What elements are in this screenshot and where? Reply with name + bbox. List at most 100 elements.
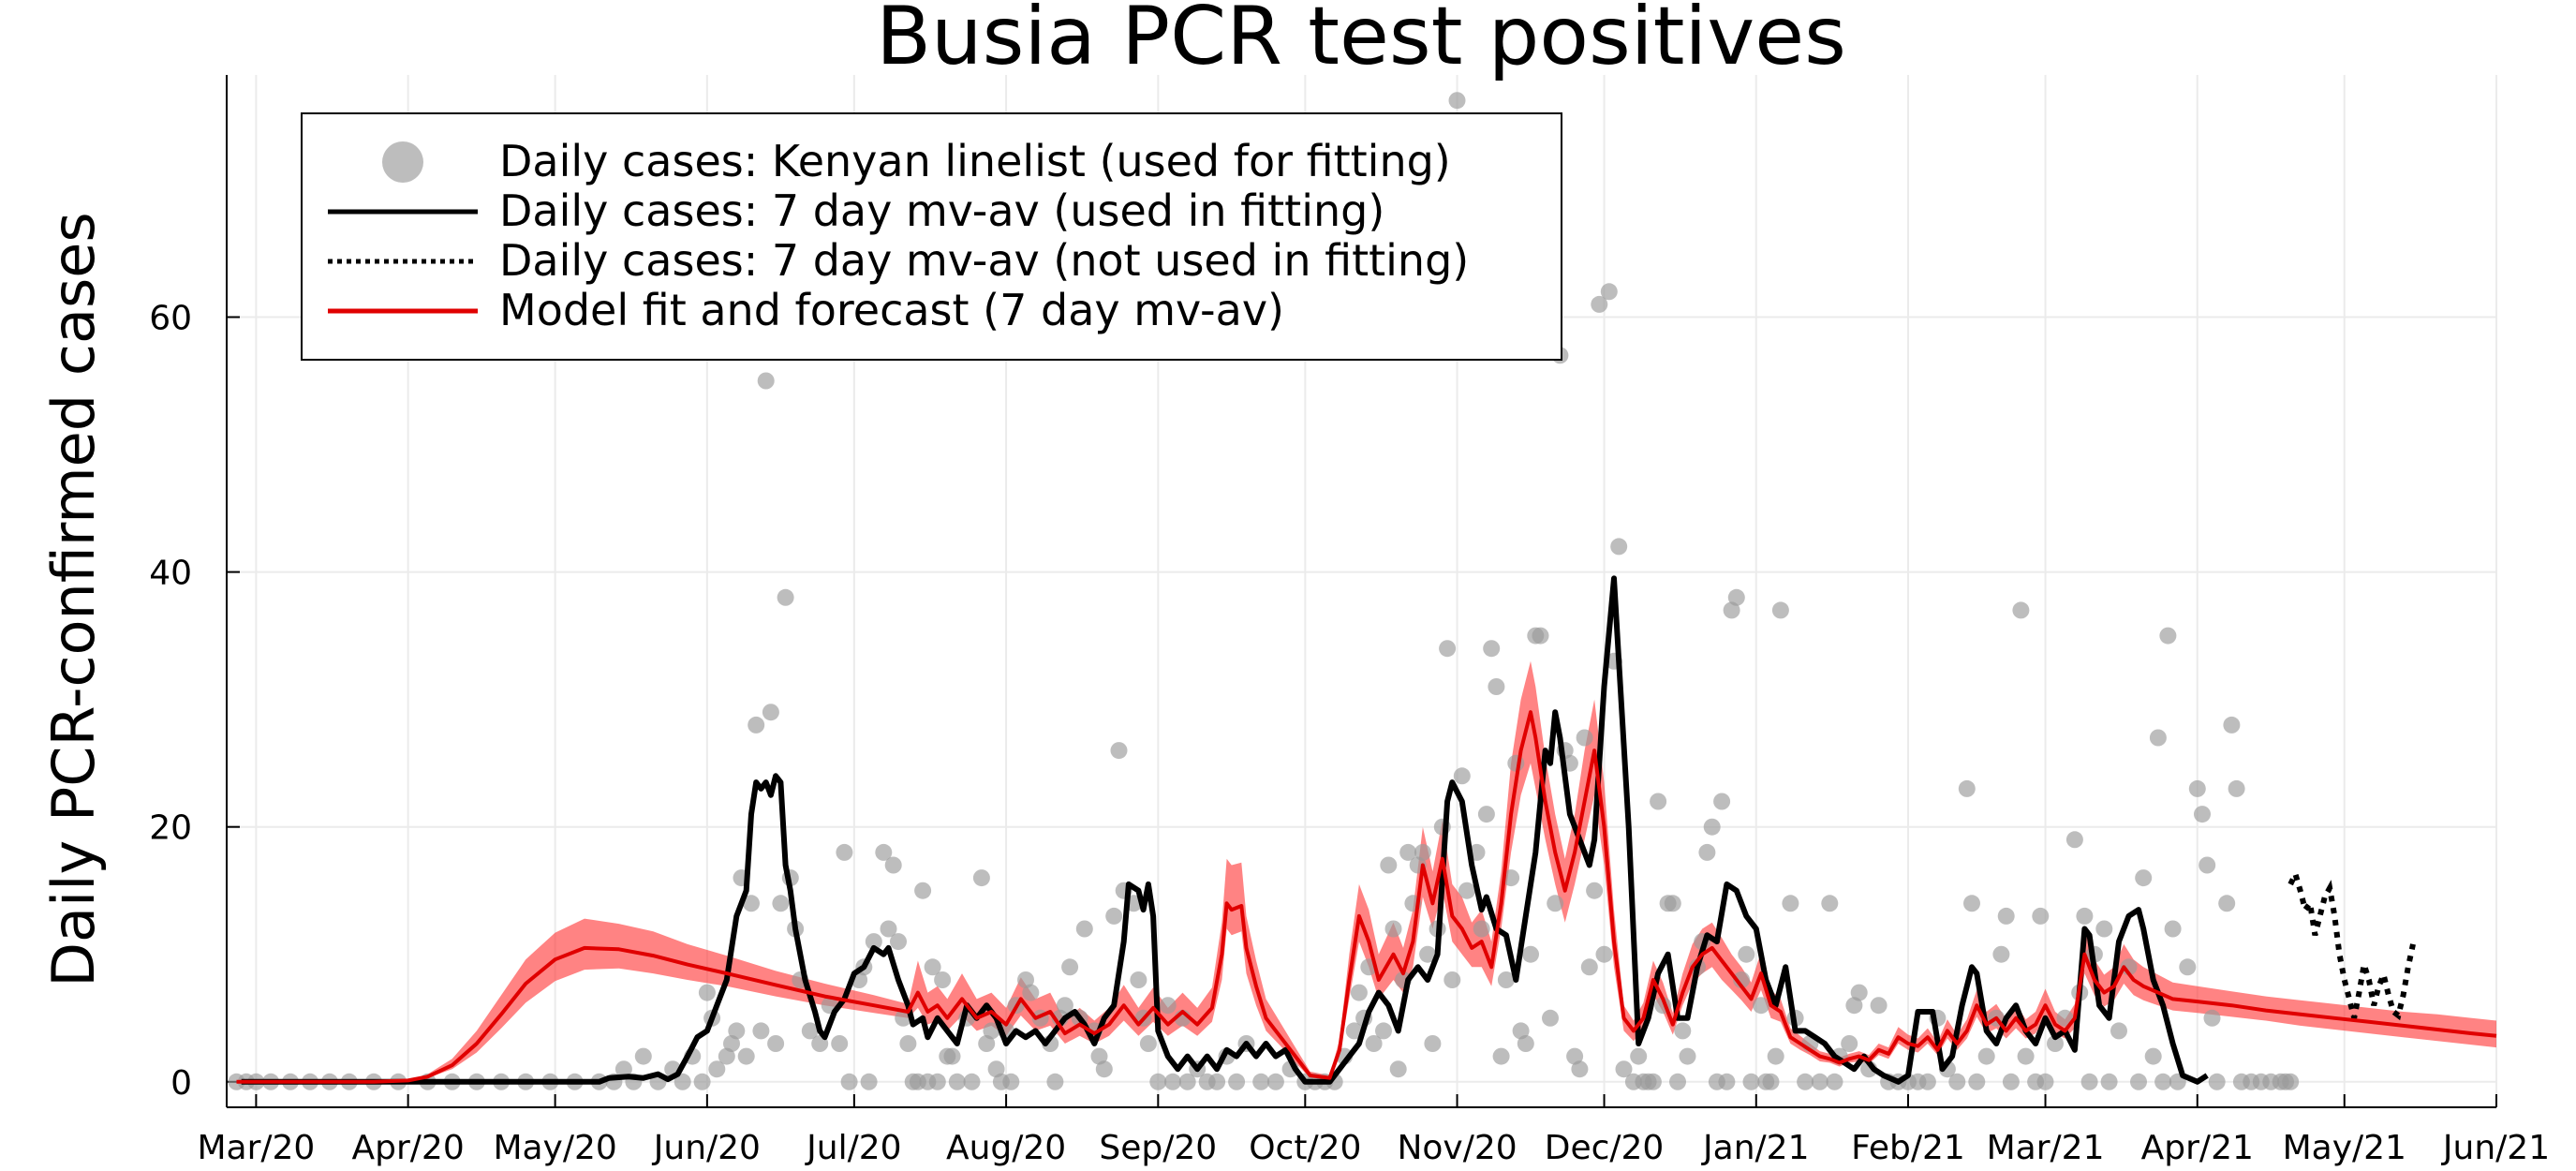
legend-label-mvav: Daily cases: 7 day mv-av (used in fittin…	[499, 185, 1384, 236]
daily-case-point	[2198, 856, 2216, 874]
daily-case-point	[1591, 295, 1608, 313]
daily-case-point	[2017, 1047, 2035, 1065]
y-tick-label: 0	[170, 1064, 192, 1103]
daily-case-point	[2012, 601, 2030, 619]
daily-case-point	[1580, 958, 1598, 976]
x-tick-label: May/21	[2283, 1129, 2406, 1167]
daily-case-point	[634, 1047, 652, 1065]
axes	[226, 75, 2496, 1108]
daily-case-point	[963, 1073, 981, 1090]
daily-case-point	[748, 716, 765, 734]
x-tick-label: Apr/21	[2141, 1129, 2254, 1167]
daily-case-point	[831, 1035, 849, 1052]
daily-case-point	[1130, 971, 1147, 988]
daily-case-point	[836, 843, 853, 861]
daily-case-point	[1061, 958, 1079, 976]
x-tick-label: Aug/20	[946, 1129, 1066, 1167]
daily-case-point	[1159, 997, 1177, 1015]
daily-case-point	[1419, 945, 1437, 963]
daily-case-point	[1473, 920, 1490, 938]
daily-case-point	[1826, 1073, 1843, 1090]
daily-case-point	[928, 1073, 946, 1090]
daily-case-point	[2203, 1009, 2221, 1027]
daily-case-point	[2110, 1022, 2127, 1040]
daily-case-point	[1105, 907, 1123, 925]
daily-case-point	[1723, 601, 1740, 619]
daily-case-point	[1977, 1047, 1995, 1065]
daily-case-point	[2154, 1073, 2172, 1090]
daily-case-point	[1090, 1047, 1108, 1065]
daily-case-point	[743, 895, 760, 912]
daily-case-point	[801, 1022, 819, 1040]
daily-case-point	[1767, 1047, 1784, 1065]
daily-case-point	[1414, 843, 1431, 861]
x-tick-label: Jun/21	[2441, 1129, 2550, 1167]
daily-case-point	[772, 895, 790, 912]
daily-case-point	[1674, 1022, 1692, 1040]
daily-case-point	[1595, 945, 1613, 963]
daily-case-point	[1488, 678, 1505, 695]
daily-case-point	[693, 1073, 711, 1090]
mvav-line	[241, 575, 2209, 1085]
daily-case-point	[890, 933, 907, 951]
series-lines	[236, 575, 2497, 1085]
legend-label-model: Model fit and forecast (7 day mv-av)	[499, 285, 1284, 335]
daily-case-point	[752, 1022, 770, 1040]
legend-label-points: Daily cases: Kenyan linelist (used for f…	[499, 136, 1451, 186]
daily-case-point	[1350, 984, 1368, 1001]
x-tick-label: Jun/20	[652, 1129, 761, 1167]
daily-case-point	[1918, 1073, 1936, 1090]
legend-box	[301, 112, 1562, 361]
x-tick-label: Sep/20	[1099, 1129, 1217, 1167]
daily-case-point	[875, 843, 893, 861]
daily-case-point	[899, 1035, 917, 1052]
daily-case-point	[1948, 1073, 1966, 1090]
daily-case-point	[1448, 92, 1466, 110]
daily-case-point	[767, 1035, 785, 1052]
daily-case-point	[1698, 843, 1716, 861]
daily-case-point	[1439, 640, 1457, 658]
daily-case-point	[1095, 1060, 1113, 1078]
x-tick-label: Apr/20	[352, 1129, 465, 1167]
daily-case-point	[2130, 1073, 2147, 1090]
y-axis-label: Daily PCR-confirmed cases	[39, 212, 108, 986]
x-tick-label: Oct/20	[1249, 1129, 1361, 1167]
daily-case-point	[1002, 1073, 1020, 1090]
daily-case-point	[2080, 1073, 2098, 1090]
legend: Daily cases: Kenyan linelist (used for f…	[301, 112, 1562, 361]
daily-case-point	[1650, 793, 1667, 810]
daily-case-point	[1443, 971, 1461, 988]
y-tick-label: 20	[149, 809, 192, 848]
daily-case-point	[1110, 742, 1128, 760]
chart-title: Busia PCR test positives	[876, 0, 1846, 83]
daily-case-point	[1365, 1035, 1383, 1052]
daily-case-point	[1022, 984, 1040, 1001]
daily-case-point	[1782, 895, 1799, 912]
daily-case-point	[757, 372, 775, 390]
x-tick-label: Nov/20	[1397, 1129, 1517, 1167]
daily-case-point	[1522, 945, 1539, 963]
daily-case-point	[978, 1035, 996, 1052]
daily-case-point	[2194, 806, 2211, 823]
daily-case-point	[2095, 920, 2113, 938]
daily-case-point	[1870, 997, 1888, 1015]
daily-case-point	[865, 933, 882, 951]
x-tick-label: Jul/20	[805, 1129, 901, 1167]
daily-case-point	[1958, 779, 1976, 797]
daily-case-point	[2159, 627, 2177, 645]
daily-case-point	[1850, 984, 1868, 1001]
daily-case-point	[1669, 1073, 1686, 1090]
daily-case-point	[1178, 1073, 1196, 1090]
daily-case-point	[1753, 997, 1769, 1015]
daily-case-point	[737, 1047, 755, 1065]
daily-case-point	[1517, 1035, 1534, 1052]
y-tick-label: 40	[149, 555, 192, 593]
daily-case-point	[983, 1022, 1000, 1040]
daily-case-point	[924, 958, 941, 976]
daily-case-point	[1797, 1073, 1814, 1090]
daily-case-point	[1532, 627, 1549, 645]
daily-case-point	[860, 1073, 878, 1090]
daily-case-point	[1963, 895, 1980, 912]
daily-case-point	[2144, 1047, 2162, 1065]
daily-case-point	[2188, 779, 2206, 797]
